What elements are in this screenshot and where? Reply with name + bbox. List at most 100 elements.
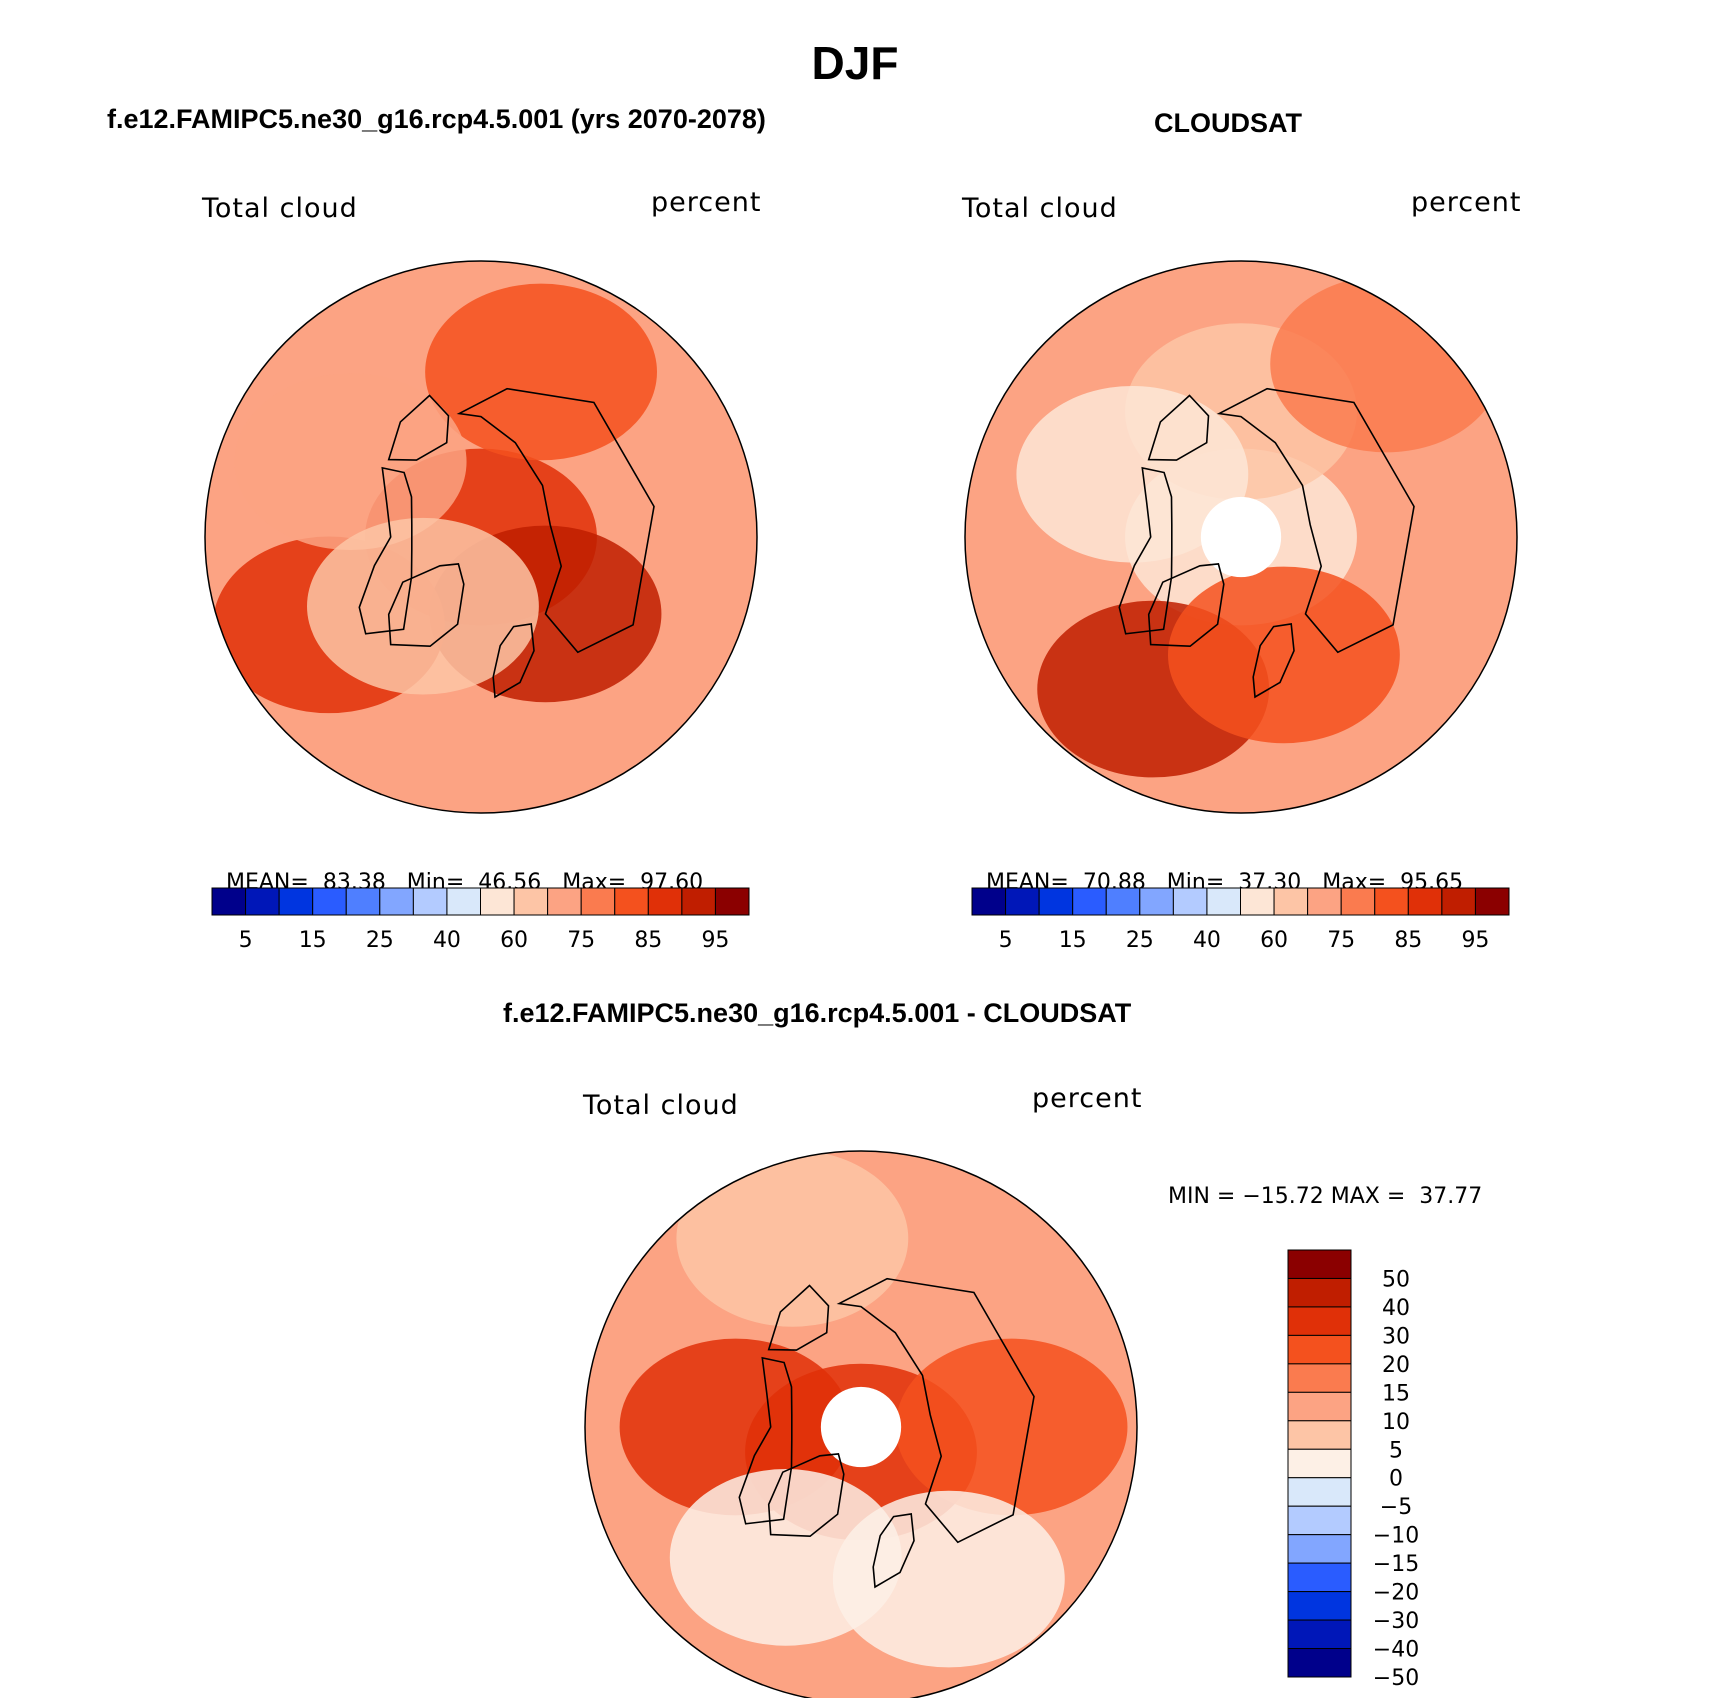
map-boundary	[964, 260, 1518, 814]
colorbar-swatch	[1287, 1505, 1352, 1536]
colorbar-swatch	[1287, 1249, 1352, 1279]
panel3-variable-label: Total cloud	[583, 1090, 739, 1121]
colorbar-swatch	[1005, 887, 1040, 916]
colorbar-swatch	[614, 887, 649, 916]
colorbar-swatch	[480, 887, 515, 916]
colorbar-swatch	[412, 887, 448, 916]
field-region	[832, 1490, 1065, 1668]
colorbar-swatch	[1474, 887, 1510, 916]
colorbar-swatch	[681, 887, 716, 916]
colorbar-tick-label: −30	[1373, 1609, 1419, 1634]
colorbar-swatch	[345, 887, 381, 916]
colorbar-swatch	[1072, 887, 1107, 916]
colorbar-tick-label: −20	[1373, 1581, 1419, 1606]
colorbar-swatch	[1287, 1306, 1352, 1336]
colorbar-tick-label: 75	[567, 928, 595, 953]
panel1-map	[204, 260, 758, 814]
colorbar-swatch	[1374, 887, 1409, 916]
colorbar-tick-label: 5	[239, 928, 253, 953]
panel3-units-label: percent	[1032, 1083, 1143, 1114]
colorbar-tick-label: 15	[1382, 1381, 1410, 1406]
colorbar-swatch	[1287, 1477, 1352, 1507]
colorbar-swatch	[1172, 887, 1208, 916]
panel2-colorbar: 5 15 25 40 60 75 85 95	[971, 887, 1510, 953]
field-region	[234, 373, 467, 551]
colorbar-tick-label: 5	[1389, 1438, 1403, 1463]
colorbar-swatch	[446, 887, 481, 916]
colorbar-swatch	[1273, 887, 1309, 916]
coastline	[1216, 387, 1415, 654]
colorbar-swatch	[312, 887, 347, 916]
panel1-variable-label: Total cloud	[202, 193, 358, 224]
colorbar-swatch	[1206, 887, 1241, 916]
colorbar-swatch	[547, 887, 582, 916]
colorbar-tick-label: 40	[1193, 928, 1221, 953]
panel1-colorbar: 5 15 25 40 60 75 85 95	[211, 887, 750, 953]
colorbar-swatch	[1240, 887, 1275, 916]
colorbar-swatch	[1307, 887, 1342, 916]
colorbar-tick-label: 85	[634, 928, 662, 953]
colorbar-tick-label: 40	[1382, 1296, 1410, 1321]
coastline	[492, 622, 535, 699]
coastline	[1252, 622, 1295, 699]
colorbar-tick-label: 40	[433, 928, 461, 953]
colorbar-swatch	[1340, 887, 1376, 916]
field-region	[425, 283, 657, 461]
colorbar-tick-label: 0	[1389, 1467, 1403, 1492]
field-region	[895, 1338, 1128, 1516]
coastline	[1118, 466, 1173, 635]
colorbar-tick-label: 95	[701, 928, 729, 953]
missing-data-cap	[1200, 496, 1282, 578]
colorbar-swatch	[1287, 1648, 1352, 1678]
colorbar-swatch	[1287, 1277, 1352, 1308]
colorbar-swatch	[513, 887, 549, 916]
coastline	[456, 387, 655, 654]
colorbar-tick-label: 25	[1126, 928, 1154, 953]
panel3-stats: MIN = −15.72 MAX = 37.77	[1168, 1184, 1483, 1209]
field-region	[1167, 566, 1400, 744]
coastline	[872, 1512, 915, 1589]
colorbar-swatch	[1287, 1391, 1352, 1422]
colorbar-tick-label: −15	[1373, 1552, 1419, 1577]
coastline	[387, 563, 465, 648]
colorbar-swatch	[1441, 887, 1476, 916]
colorbar-swatch	[1287, 1448, 1352, 1479]
colorbar-swatch	[647, 887, 683, 916]
colorbar-tick-label: 30	[1382, 1324, 1410, 1349]
panel3-title: f.e12.FAMIPC5.ne30_g16.rcp4.5.001 - CLOU…	[503, 998, 1132, 1028]
coastline	[767, 1453, 845, 1538]
colorbar-swatch	[1287, 1363, 1352, 1393]
colorbar-swatch	[1287, 1562, 1352, 1593]
field-region	[1016, 385, 1249, 563]
colorbar-tick-label: −40	[1373, 1638, 1419, 1663]
panel2-map	[964, 260, 1518, 814]
colorbar-tick-label: 85	[1394, 928, 1422, 953]
field-region	[307, 517, 539, 695]
panel1-title: f.e12.FAMIPC5.ne30_g16.rcp4.5.001 (yrs 2…	[107, 104, 766, 134]
colorbar-swatch	[1139, 887, 1174, 916]
coastline	[387, 394, 450, 461]
colorbar-tick-label: 75	[1327, 928, 1355, 953]
colorbar-swatch	[971, 887, 1007, 916]
colorbar-swatch	[1105, 887, 1141, 916]
map-boundary	[584, 1150, 1138, 1698]
panel2-title: CLOUDSAT	[1154, 108, 1302, 138]
colorbar-swatch	[1287, 1591, 1352, 1621]
map-boundary	[204, 260, 758, 814]
coastline	[1147, 394, 1210, 461]
colorbar-tick-label: 60	[500, 928, 528, 953]
colorbar-tick-label: 20	[1382, 1353, 1410, 1378]
colorbar-swatch	[245, 887, 280, 916]
colorbar-swatch	[1287, 1420, 1352, 1450]
colorbar-swatch	[1038, 887, 1074, 916]
coastline	[738, 1356, 793, 1525]
coastline	[358, 466, 413, 635]
colorbar-swatch	[1287, 1534, 1352, 1564]
colorbar-tick-label: 5	[999, 928, 1013, 953]
colorbar-tick-label: −10	[1373, 1524, 1419, 1549]
colorbar-swatch	[278, 887, 314, 916]
coastline	[1147, 563, 1225, 648]
coastline	[767, 1284, 830, 1351]
colorbar-tick-label: 15	[299, 928, 327, 953]
